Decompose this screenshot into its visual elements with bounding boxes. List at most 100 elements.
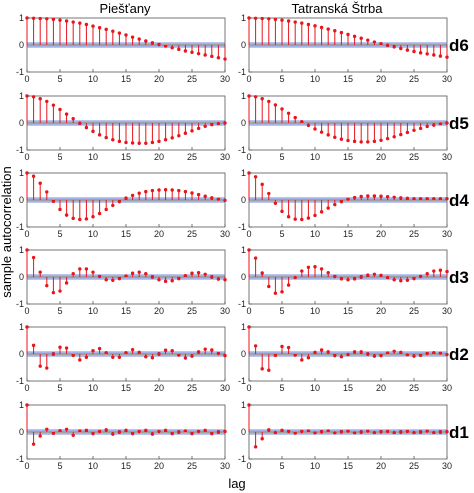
acf-marker-lag-5 bbox=[280, 344, 284, 349]
x-tick-label: 10 bbox=[310, 461, 320, 471]
y-tick-label: -1 bbox=[16, 145, 24, 155]
acf-marker-lag-10 bbox=[313, 213, 317, 218]
x-tick-label: 30 bbox=[220, 306, 230, 316]
x-tick-label: 5 bbox=[279, 152, 284, 162]
y-tick-label: 0 bbox=[19, 195, 24, 205]
acf-marker-lag-1 bbox=[253, 175, 258, 179]
acf-marker-lag-26 bbox=[418, 126, 423, 131]
acf-marker-lag-3 bbox=[45, 17, 49, 21]
acf-marker-lag-18 bbox=[144, 39, 148, 43]
acf-marker-lag-13 bbox=[333, 28, 337, 33]
acf-marker-lag-7 bbox=[293, 431, 297, 435]
y-tick-label: -1 bbox=[238, 376, 246, 386]
acf-marker-lag-14 bbox=[117, 430, 122, 434]
acf-marker-lag-2 bbox=[260, 271, 264, 275]
acf-marker-lag-29 bbox=[216, 55, 221, 60]
x-tick-label: 15 bbox=[343, 152, 353, 162]
y-tick-label: 0 bbox=[19, 349, 24, 359]
acf-marker-lag-10 bbox=[91, 215, 95, 219]
x-tick-label: 30 bbox=[220, 461, 230, 471]
acf-marker-lag-14 bbox=[117, 276, 122, 281]
acf-marker-lag-4 bbox=[51, 352, 56, 356]
acf-marker-lag-22 bbox=[170, 431, 174, 436]
acf-marker-lag-2 bbox=[38, 97, 42, 101]
acf-marker-lag-16 bbox=[352, 139, 357, 144]
acf-marker-lag-22 bbox=[170, 349, 174, 353]
acf-marker-lag-16 bbox=[352, 195, 357, 200]
acf-marker-lag-30 bbox=[445, 269, 449, 274]
x-tick-label: 20 bbox=[154, 383, 164, 393]
x-tick-label: 0 bbox=[246, 461, 251, 471]
acf-marker-lag-16 bbox=[130, 347, 135, 352]
acf-marker-lag-25 bbox=[190, 50, 194, 54]
acf-marker-lag-24 bbox=[183, 273, 188, 278]
acf-marker-lag-21 bbox=[385, 429, 390, 434]
acf-marker-lag-11 bbox=[319, 210, 324, 214]
y-tick-label: 1 bbox=[241, 322, 246, 332]
y-tick-label: 0 bbox=[241, 272, 246, 282]
acf-marker-lag-22 bbox=[392, 195, 396, 199]
x-tick-label: 10 bbox=[310, 383, 320, 393]
acf-marker-lag-20 bbox=[379, 41, 383, 46]
acf-marker-lag-10 bbox=[91, 24, 95, 28]
x-tick-label: 10 bbox=[310, 74, 320, 84]
acf-marker-lag-11 bbox=[97, 274, 102, 279]
acf-marker-lag-18 bbox=[144, 141, 148, 145]
acf-marker-lag-6 bbox=[286, 215, 291, 219]
acf-marker-lag-26 bbox=[196, 350, 201, 354]
acf-marker-lag-13 bbox=[333, 431, 337, 435]
x-tick-label: 10 bbox=[310, 229, 320, 239]
acf-marker-lag-15 bbox=[346, 278, 350, 282]
x-tick-label: 30 bbox=[442, 74, 452, 84]
acf-marker-lag-30 bbox=[445, 352, 449, 357]
x-tick-label: 0 bbox=[246, 74, 251, 84]
x-tick-label: 20 bbox=[376, 306, 386, 316]
acf-marker-lag-7 bbox=[293, 353, 297, 357]
x-tick-label: 20 bbox=[154, 152, 164, 162]
x-tick-label: 25 bbox=[409, 383, 419, 393]
acf-marker-lag-27 bbox=[203, 194, 207, 198]
x-tick-label: 10 bbox=[88, 229, 98, 239]
x-tick-label: 0 bbox=[24, 306, 29, 316]
acf-marker-lag-15 bbox=[346, 197, 350, 201]
acf-marker-lag-23 bbox=[177, 353, 181, 357]
x-tick-label: 10 bbox=[310, 152, 320, 162]
acf-marker-lag-26 bbox=[196, 51, 201, 56]
y-tick-label: 0 bbox=[19, 427, 24, 437]
acf-marker-lag-20 bbox=[157, 188, 161, 192]
acf-marker-lag-13 bbox=[111, 138, 115, 142]
column-title-piestany: Piešťany bbox=[99, 1, 151, 16]
x-tick-label: 15 bbox=[121, 461, 131, 471]
acf-marker-lag-29 bbox=[216, 430, 221, 434]
acf-marker-lag-20 bbox=[157, 278, 161, 282]
acf-marker-lag-7 bbox=[293, 20, 297, 24]
acf-marker-lag-18 bbox=[144, 272, 148, 276]
acf-marker-lag-29 bbox=[438, 122, 443, 126]
acf-marker-lag-21 bbox=[163, 44, 168, 48]
acf-marker-lag-2 bbox=[38, 270, 42, 274]
acf-marker-lag-14 bbox=[339, 137, 344, 141]
acf-marker-lag-12 bbox=[104, 135, 108, 140]
acf-marker-lag-3 bbox=[267, 17, 271, 21]
acf-marker-lag-6 bbox=[64, 427, 69, 431]
x-tick-label: 15 bbox=[121, 383, 131, 393]
x-tick-label: 15 bbox=[121, 306, 131, 316]
acf-marker-lag-30 bbox=[223, 429, 227, 434]
acf-marker-lag-19 bbox=[372, 40, 377, 44]
acf-marker-lag-18 bbox=[366, 429, 370, 433]
acf-marker-lag-15 bbox=[124, 274, 128, 278]
acf-marker-lag-22 bbox=[392, 430, 396, 435]
x-tick-label: 5 bbox=[57, 229, 62, 239]
x-axis-label: lag bbox=[228, 476, 245, 491]
x-tick-label: 25 bbox=[187, 74, 197, 84]
acf-marker-lag-10 bbox=[313, 24, 317, 28]
acf-marker-lag-9 bbox=[84, 267, 89, 271]
acf-marker-lag-29 bbox=[438, 430, 443, 434]
y-tick-label: 1 bbox=[19, 168, 24, 178]
acf-marker-lag-8 bbox=[78, 429, 82, 433]
x-tick-label: 25 bbox=[409, 152, 419, 162]
